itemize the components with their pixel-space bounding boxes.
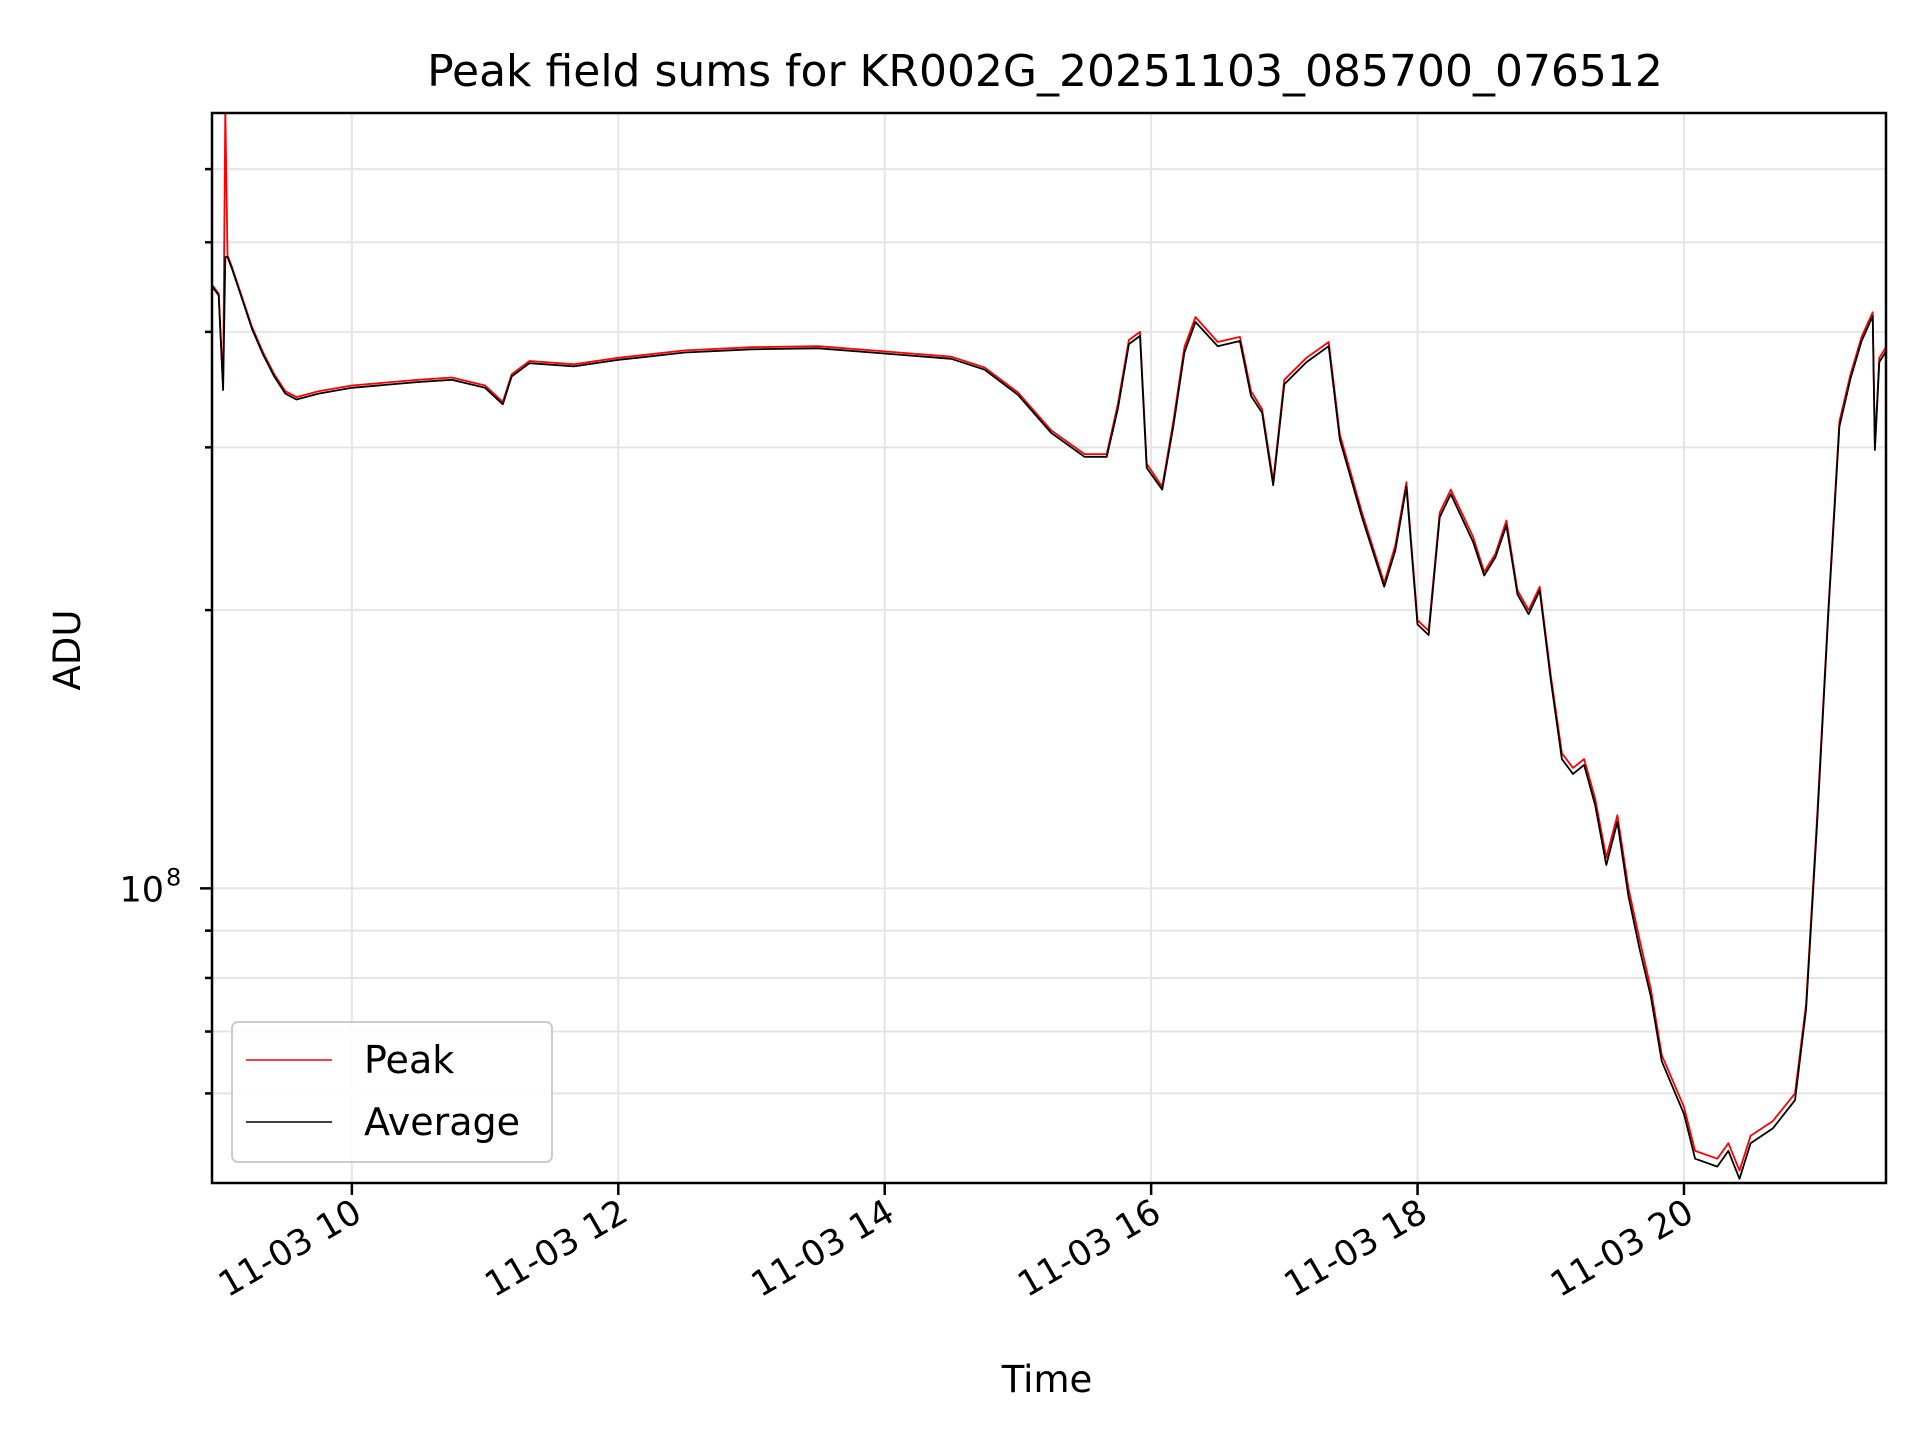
y-tick-label-exponent: 8: [166, 863, 181, 891]
plot-frame: [210, 111, 1888, 1185]
legend-box: [231, 1021, 553, 1163]
x-tick-label: 11-03 10: [212, 1192, 368, 1305]
x-tick-label: 11-03 20: [1544, 1192, 1700, 1305]
y-axis-ticks: 10 8: [119, 167, 212, 1095]
x-tick-label: 11-03 12: [478, 1192, 634, 1305]
legend-label-peak: Peak: [364, 1038, 454, 1082]
x-tick-label: 11-03 16: [1011, 1192, 1167, 1305]
chart-title: Peak field sums for KR002G_20251103_0857…: [427, 46, 1663, 97]
x-axis-ticks: 11-03 10 11-03 12 11-03 14 11-03 16 11-03 18…: [212, 1183, 1700, 1305]
legend: Peak Average: [231, 1021, 553, 1163]
x-axis-label: Time: [1001, 1358, 1093, 1401]
y-axis-label: ADU: [46, 610, 89, 691]
series-line-average: [212, 256, 1886, 1180]
x-tick-label: 11-03 14: [745, 1192, 901, 1305]
series-line-peak: [212, 113, 1886, 1172]
plot-series: [212, 113, 1886, 1180]
legend-label-average: Average: [364, 1100, 520, 1144]
grid-lines: [212, 113, 1886, 1183]
y-tick-label: 10: [119, 870, 164, 910]
x-tick-label: 11-03 18: [1278, 1192, 1434, 1305]
